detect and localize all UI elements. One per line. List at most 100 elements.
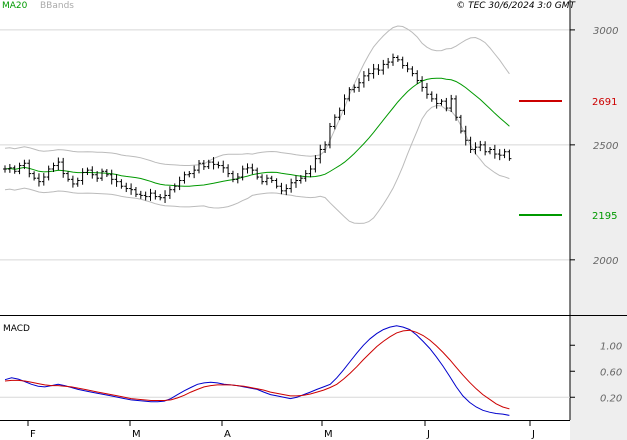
price-y-ticks: 2000 2500 3000 <box>570 26 618 267</box>
ohlc-bar <box>497 149 502 161</box>
ohlc-bar <box>449 94 454 113</box>
bband-lower-line <box>4 104 510 224</box>
ohlc-bar <box>337 107 342 121</box>
ohlc-bar <box>371 63 376 79</box>
ohlc-bar <box>240 165 245 181</box>
ohlc-bar <box>294 175 298 188</box>
ohlc-bar <box>163 190 168 203</box>
ohlc-bar <box>488 146 492 155</box>
ohlc-bar <box>216 161 221 169</box>
ohlc-bar <box>95 171 100 182</box>
x-tick-label: M <box>132 429 141 440</box>
ohlc-bar <box>410 66 415 77</box>
ohlc-bar <box>376 64 381 75</box>
ohlc-bar <box>395 55 400 62</box>
x-tick-label: M <box>324 429 333 440</box>
ohlc-bar <box>284 184 289 196</box>
macd-title: MACD <box>3 324 30 334</box>
ohlc-bar <box>85 167 90 176</box>
ohlc-bar <box>473 142 478 155</box>
ohlc-bar <box>405 62 410 73</box>
ohlc-bar <box>12 165 17 174</box>
ohlc-bar <box>46 165 51 181</box>
ohlc-bar <box>51 162 56 172</box>
ohlc-bar <box>7 163 12 173</box>
ohlc-bar <box>420 76 425 92</box>
ohlc-bar <box>153 190 158 200</box>
ohlc-bar <box>386 57 391 69</box>
ohlc-bar <box>332 114 337 130</box>
ohlc-bar <box>22 159 27 170</box>
ohlc-bar <box>100 168 104 181</box>
ohlc-bar <box>323 141 328 153</box>
macd-tick-label: 0.60 <box>600 367 622 378</box>
ohlc-bar <box>483 141 488 156</box>
ohlc-bar <box>90 166 95 179</box>
ohlc-bar <box>133 187 138 197</box>
ohlc-bar <box>366 68 371 82</box>
ohlc-bar <box>308 165 313 178</box>
ohlc-bar <box>129 183 134 195</box>
ohlc-bar <box>3 165 7 173</box>
y-axis-panel <box>570 0 627 440</box>
ohlc-bar <box>182 171 187 184</box>
ohlc-bar <box>201 160 206 170</box>
ohlc-bar <box>269 175 274 183</box>
ohlc-bar <box>197 160 201 174</box>
ohlc-bar <box>230 170 235 183</box>
ohlc-bar <box>352 84 357 93</box>
x-tick-label: F <box>30 429 36 440</box>
ohlc-bar <box>172 183 177 193</box>
ohlc-bar <box>347 87 352 102</box>
macd-y-ticks: 0.20 0.60 1.00 <box>570 341 622 404</box>
ohlc-bar <box>274 178 279 189</box>
copyright-text: © TEC 30/6/2024 3:0 GMT <box>456 1 576 11</box>
macd-tick-label: 1.00 <box>600 341 622 352</box>
price-tick-label: 3000 <box>593 26 618 37</box>
ohlc-bar <box>124 182 129 193</box>
ohlc-bar <box>66 171 71 182</box>
ohlc-bar <box>400 56 405 69</box>
ohlc-bar <box>17 162 22 175</box>
ohlc-bar <box>187 171 192 178</box>
ohlc-bar <box>158 193 163 201</box>
ohlc-bar <box>109 169 114 185</box>
price-tick-label: 2500 <box>593 141 618 152</box>
legend-ma20: MA20 <box>2 1 28 11</box>
ohlc-bar <box>206 159 211 170</box>
ohlc-bar <box>318 144 323 164</box>
ohlc-bar <box>492 144 497 159</box>
ohlc-bar <box>381 59 386 75</box>
ohlc-bar <box>75 177 80 187</box>
ohlc-bar <box>235 173 240 184</box>
ohlc-bar <box>226 164 231 178</box>
ohlc-bar <box>114 174 119 187</box>
ohlc-bar <box>298 175 303 184</box>
ohlc-bar <box>56 157 61 171</box>
ohlc-bar <box>192 165 197 179</box>
ohlc-bar <box>342 94 347 115</box>
ohlc-bar <box>80 168 85 185</box>
ohlc-bar <box>391 53 395 66</box>
ohlc-bar <box>264 174 269 186</box>
ohlc-bars <box>3 53 512 203</box>
macd-line <box>4 325 510 416</box>
ohlc-bar <box>143 191 148 201</box>
price-levels: 2691 2195 <box>519 97 617 222</box>
ohlc-bar <box>303 170 308 182</box>
level-label: 2195 <box>592 211 617 222</box>
ohlc-bar <box>260 174 265 185</box>
bband-upper-line <box>4 25 510 166</box>
ohlc-bar <box>454 95 459 121</box>
ohlc-bar <box>61 157 66 178</box>
ohlc-bar <box>41 173 46 186</box>
signal-line <box>4 329 510 410</box>
ohlc-bar <box>361 71 366 88</box>
ohlc-bar <box>104 169 109 177</box>
legend-bbands: BBands <box>40 1 74 11</box>
ohlc-bar <box>27 159 32 178</box>
x-tick-label: A <box>224 429 231 440</box>
ohlc-bar <box>502 148 507 159</box>
